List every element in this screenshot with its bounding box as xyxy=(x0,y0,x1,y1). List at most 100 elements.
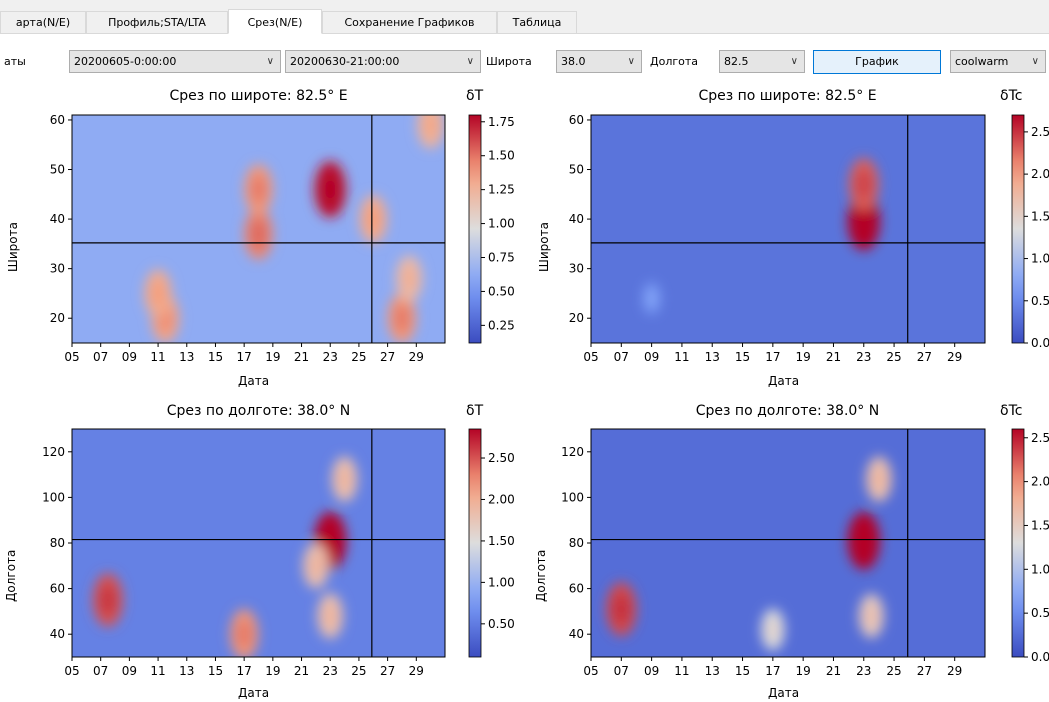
x-axis-label: Дата xyxy=(238,374,270,388)
colorbar-tick-label: 0.0 xyxy=(1031,650,1049,664)
x-tick-label: 05 xyxy=(583,350,598,364)
start-date-select[interactable]: 20200605-0:00:00 ∨ xyxy=(69,50,281,73)
x-tick-label: 05 xyxy=(64,664,79,678)
x-tick-label: 15 xyxy=(208,350,223,364)
heatmap-hotspot-core xyxy=(612,593,630,625)
x-tick-label: 25 xyxy=(886,350,901,364)
heatmap-hotspot-core xyxy=(308,553,323,579)
x-tick-label: 27 xyxy=(917,664,932,678)
y-tick-label: 120 xyxy=(561,445,584,459)
longitude-select[interactable]: 82.5 ∨ xyxy=(719,50,805,73)
x-tick-label: 07 xyxy=(93,350,108,364)
x-tick-label: 13 xyxy=(179,350,194,364)
colorbar-tick-label: 0.25 xyxy=(488,318,515,332)
x-tick-label: 09 xyxy=(644,350,659,364)
x-tick-label: 27 xyxy=(917,350,932,364)
x-tick-label: 13 xyxy=(705,664,720,678)
y-tick-label: 80 xyxy=(50,536,65,550)
chart-title: Срез по долготе: 38.0° N xyxy=(695,403,880,419)
colorbar-tick-label: 1.0 xyxy=(1031,252,1049,266)
heatmap-hotspot-core xyxy=(423,115,439,139)
heatmap-cells xyxy=(92,456,358,657)
x-tick-label: 11 xyxy=(150,664,165,678)
latitude-label: Широта xyxy=(486,55,532,68)
x-tick-label: 05 xyxy=(64,350,79,364)
x-tick-label: 19 xyxy=(796,664,811,678)
x-tick-label: 17 xyxy=(765,350,780,364)
heatmap-cells xyxy=(144,115,444,343)
x-tick-label: 27 xyxy=(380,664,395,678)
latitude-select[interactable]: 38.0 ∨ xyxy=(556,50,642,73)
y-tick-label: 40 xyxy=(569,627,584,641)
x-tick-label: 23 xyxy=(323,350,338,364)
x-tick-label: 25 xyxy=(351,664,366,678)
y-tick-label: 60 xyxy=(50,113,65,127)
heatmap-hotspot-core xyxy=(337,466,352,492)
x-tick-label: 23 xyxy=(856,664,871,678)
heatmap-background xyxy=(591,429,985,657)
colorbar-tick-label: 1.0 xyxy=(1031,562,1049,576)
x-tick-label: 29 xyxy=(409,664,424,678)
x-tick-label: 15 xyxy=(735,350,750,364)
x-tick-label: 11 xyxy=(150,350,165,364)
colorbar-tick-label: 0.0 xyxy=(1031,336,1049,350)
colorbar xyxy=(1011,114,1025,344)
colorbar-tick-label: 2.50 xyxy=(488,451,515,465)
y-tick-label: 120 xyxy=(42,445,65,459)
tab-slice[interactable]: Срез(N/E) xyxy=(228,9,322,34)
x-tick-label: 21 xyxy=(826,664,841,678)
y-tick-label: 40 xyxy=(50,212,65,226)
x-tick-label: 13 xyxy=(705,350,720,364)
colormap-select[interactable]: coolwarm ∨ xyxy=(950,50,1046,73)
tab-map[interactable]: арта(N/E) xyxy=(0,11,86,33)
heatmap-hotspot-core xyxy=(321,524,340,557)
y-tick-label: 60 xyxy=(50,582,65,596)
y-tick-label: 100 xyxy=(561,490,584,504)
heatmap-hotspot-core xyxy=(321,173,340,206)
heatmap-hotspot-core xyxy=(150,279,166,307)
colorbar-label: δT xyxy=(466,88,484,104)
tab-table[interactable]: Таблица xyxy=(497,11,577,33)
colorbar-tick-label: 0.5 xyxy=(1031,606,1049,620)
chevron-down-icon: ∨ xyxy=(466,56,474,67)
colorbar-tick-label: 0.5 xyxy=(1031,294,1049,308)
start-date-value: 20200605-0:00:00 xyxy=(74,55,177,68)
chart-title: Срез по широте: 82.5° E xyxy=(169,88,348,104)
heatmap-hotspot-core xyxy=(855,169,873,200)
y-tick-label: 50 xyxy=(50,163,65,177)
colorbar-tick-label: 1.25 xyxy=(488,183,515,197)
heatmap-cells xyxy=(642,157,880,315)
heatmap-hotspot-core xyxy=(323,603,338,629)
end-date-value: 20200630-21:00:00 xyxy=(290,55,400,68)
heatmap-background xyxy=(72,429,445,657)
x-tick-label: 05 xyxy=(583,664,598,678)
x-tick-label: 29 xyxy=(947,664,962,678)
heatmap-hotspot-core xyxy=(250,175,267,204)
axes-frame xyxy=(71,114,446,344)
x-tick-label: 17 xyxy=(237,350,252,364)
colorbar xyxy=(1011,428,1025,658)
heatmap-cells xyxy=(606,456,892,651)
tab-save-charts[interactable]: Сохранение Графиков xyxy=(322,11,497,33)
y-tick-label: 30 xyxy=(50,262,65,276)
x-tick-label: 17 xyxy=(237,664,252,678)
x-tick-label: 29 xyxy=(947,350,962,364)
colorbar-tick-label: 2.00 xyxy=(488,492,515,506)
end-date-select[interactable]: 20200630-21:00:00 ∨ xyxy=(285,50,481,73)
tab-profile-sta-lta[interactable]: Профиль;STA/LTA xyxy=(86,11,228,33)
colorbar-tick-label: 1.00 xyxy=(488,217,515,231)
longitude-label: Долгота xyxy=(650,55,699,68)
colorbar xyxy=(468,114,482,344)
chevron-down-icon: ∨ xyxy=(790,56,798,67)
x-tick-label: 19 xyxy=(265,350,280,364)
x-tick-label: 11 xyxy=(674,350,689,364)
colorbar-tick-label: 2.5 xyxy=(1031,431,1049,445)
x-tick-label: 17 xyxy=(765,664,780,678)
x-tick-label: 15 xyxy=(208,664,223,678)
x-tick-label: 11 xyxy=(674,664,689,678)
y-tick-label: 20 xyxy=(569,311,584,325)
colorbar-label: δTc xyxy=(1000,403,1023,419)
plot-button[interactable]: График xyxy=(813,50,941,74)
y-tick-label: 50 xyxy=(569,163,584,177)
longitude-value: 82.5 xyxy=(724,55,749,68)
